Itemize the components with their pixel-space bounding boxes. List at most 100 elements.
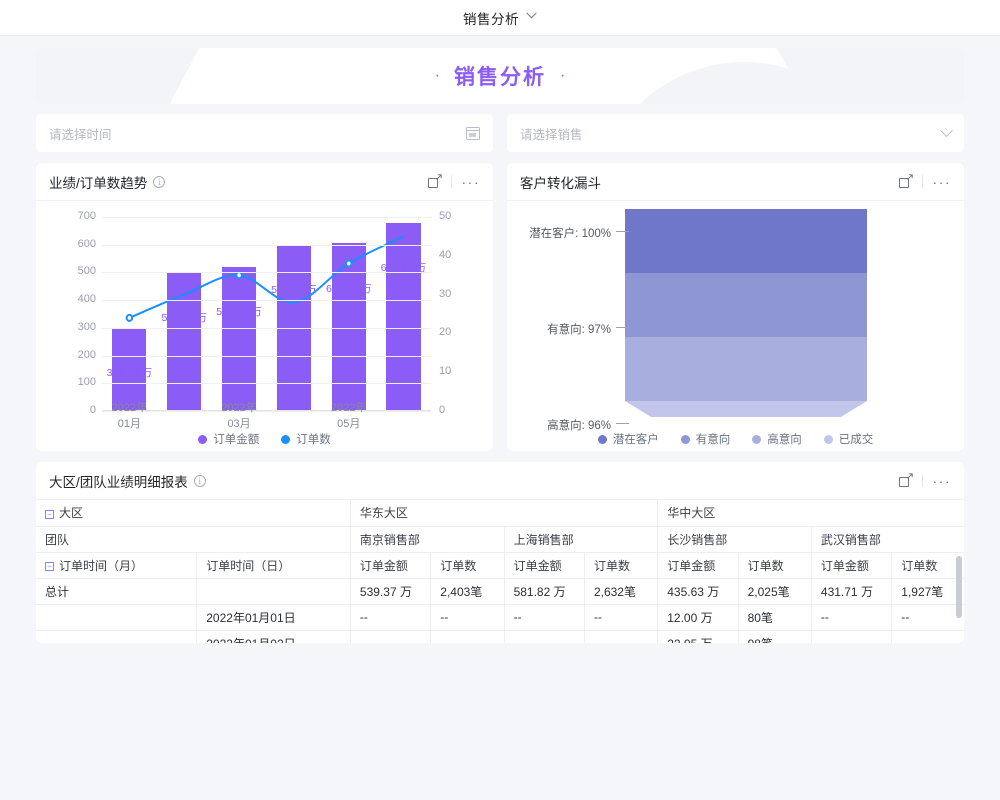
row-value-cell: 539.37 万 (350, 578, 432, 605)
collapse-box-icon[interactable]: − (45, 561, 54, 571)
charts-row: 业绩/订单数趋势 i ··· 301.64 万 501.12 万 520.24 万 5… (36, 163, 964, 451)
x-axis-labels: 2022年01月 2022年03月 2022年05月 (102, 399, 431, 431)
salesperson-select-placeholder: 请选择销售 (520, 127, 583, 142)
y-axis-right-tick: 0 (439, 404, 446, 416)
vertical-scrollbar[interactable] (956, 556, 962, 618)
chevron-down-icon[interactable] (940, 123, 953, 137)
funnel-band[interactable] (625, 209, 867, 273)
app-topbar: 销售分析 (0, 0, 1000, 36)
y-axis-left-tick: 200 (77, 348, 96, 361)
row-value-cell: 80笔 (738, 604, 812, 631)
legend-swatch (597, 434, 607, 444)
funnel-band[interactable] (625, 401, 867, 417)
region-corner-cell[interactable]: − 大区 (36, 500, 351, 527)
row-value-cell: -- (584, 604, 659, 631)
report-table-scroll[interactable]: −大区华东大区华中大区华北大区团队南京销售部上海销售部长沙销售部武汉销售部青岛销… (36, 500, 964, 643)
funnel-chart-body: 潜在客户: 100%有意向: 97%高意向: 96%已成交: 98% 潜在客户有… (507, 201, 964, 451)
funnel-band[interactable] (625, 273, 867, 337)
funnel-stage-label: 高意向: 96% (507, 417, 629, 433)
bar-slot[interactable]: 680.15 万 (380, 217, 427, 411)
salesperson-select[interactable]: 请选择销售 (507, 114, 964, 152)
chevron-down-icon[interactable] (526, 11, 537, 22)
month-header-cell[interactable]: − 订单时间（月） (36, 552, 198, 579)
funnel-card-title: 客户转化漏斗 (520, 175, 601, 191)
y-axis-left-tick: 600 (77, 237, 96, 250)
line-point[interactable] (346, 261, 352, 267)
more-dots-icon[interactable]: ··· (932, 472, 951, 489)
table-row[interactable]: 总计 539.37 万 2,403笔 581.82 万 2,632笔 435.63 万 2,… (36, 578, 964, 605)
y-axis-right-tick: 40 (439, 248, 452, 261)
report-table-card: 大区/团队业绩明细报表 i ··· (36, 462, 964, 643)
legend-swatch (281, 434, 291, 444)
collapse-box-icon[interactable]: − (45, 509, 54, 519)
table-row[interactable]: 2022年01月02日 22.05 万98笔 (36, 630, 964, 643)
metric-header-cell: 订单金额 (811, 552, 893, 579)
metric-header-cell: 订单金额 (350, 552, 432, 579)
funnel-card-header: 客户转化漏斗 ··· (507, 163, 964, 201)
row-value-cell: -- (891, 604, 964, 631)
legend-item[interactable]: 已成交 (823, 431, 874, 447)
external-link-icon[interactable] (898, 473, 913, 487)
gridline (102, 411, 431, 412)
day-header-cell: 订单时间（日） (196, 552, 351, 579)
row-value-cell: 98笔 (738, 630, 812, 643)
funnel-stage-label: 潜在客户: 100% (507, 225, 629, 241)
team-header-cell: 武汉销售部 (811, 526, 964, 553)
bar-slot[interactable]: 301.64 万 (106, 217, 153, 411)
bar[interactable] (386, 222, 421, 411)
funnel-stage-text: 潜在客户: 100% (529, 228, 611, 240)
team-header-cell: 上海销售部 (504, 526, 659, 553)
report-table: −大区华东大区华中大区华北大区团队南京销售部上海销售部长沙销售部武汉销售部青岛销… (36, 500, 964, 643)
legend-item[interactable]: 订单金额 (198, 431, 259, 447)
legend-label: 订单数 (296, 434, 331, 446)
row-value-cell (584, 630, 659, 643)
external-link-icon[interactable] (427, 174, 442, 188)
line-point[interactable] (236, 272, 242, 278)
row-value-cell: 2,632笔 (584, 578, 659, 605)
hero-decoration-left (36, 48, 217, 104)
more-dots-icon[interactable]: ··· (461, 173, 480, 190)
funnel-band[interactable] (625, 337, 867, 401)
y-axis-right-tick: 20 (439, 326, 452, 339)
line-point[interactable] (127, 315, 133, 321)
trend-chart-body: 301.64 万 501.12 万 520.24 万 599.46 万 603.88 万… (36, 201, 493, 451)
bar[interactable] (112, 327, 147, 411)
legend-item[interactable]: 高意向 (752, 431, 802, 447)
date-range-picker[interactable]: 请选择时间 (36, 114, 493, 152)
row-value-cell: 581.82 万 (504, 578, 585, 605)
bar[interactable] (222, 266, 257, 411)
date-picker-placeholder: 请选择时间 (49, 127, 112, 142)
table-team-row: 团队南京销售部上海销售部长沙销售部武汉销售部青岛销售部 (36, 526, 964, 553)
more-dots-icon[interactable]: ··· (932, 173, 951, 190)
y-axis-left-tick: 400 (77, 293, 96, 306)
external-link-icon[interactable] (898, 174, 913, 188)
calendar-icon[interactable] (465, 126, 481, 140)
y-axis-left-tick: 0 (89, 404, 96, 416)
region-header-cell: 华中大区 (657, 500, 964, 527)
metric-header-cell: 订单数 (891, 552, 964, 579)
legend-swatch (823, 434, 833, 444)
funnel-stage-label: 有意向: 97% (507, 321, 629, 337)
x-axis-line (102, 410, 431, 411)
bar-slot[interactable]: 520.24 万 (215, 217, 262, 411)
legend-item[interactable]: 订单数 (281, 431, 331, 447)
legend-label: 已成交 (838, 434, 874, 446)
info-icon[interactable]: i (193, 474, 206, 487)
topbar-title-button[interactable]: 销售分析 (463, 8, 537, 28)
row-value-cell: 22.05 万 (657, 630, 739, 643)
bar-data-label: 603.88 万 (325, 282, 372, 295)
x-axis-tick-label (161, 399, 208, 431)
y-axis-left-tick: 100 (77, 376, 96, 389)
legend-item[interactable]: 潜在客户 (597, 431, 659, 447)
report-card-title: 大区/团队业绩明细报表 (49, 474, 188, 490)
hero-title: 销售分析 (454, 66, 546, 89)
legend-item[interactable]: 有意向 (680, 431, 730, 447)
metric-header-cell: 订单数 (584, 552, 659, 579)
bar-data-label: 680.15 万 (380, 261, 427, 274)
info-icon[interactable]: i (153, 175, 166, 188)
y-axis-right-tick: 50 (439, 210, 452, 222)
team-header-cell: 长沙销售部 (657, 526, 812, 553)
row-month-cell: 总计 (36, 578, 198, 605)
row-value-cell: 431.71 万 (811, 578, 893, 605)
